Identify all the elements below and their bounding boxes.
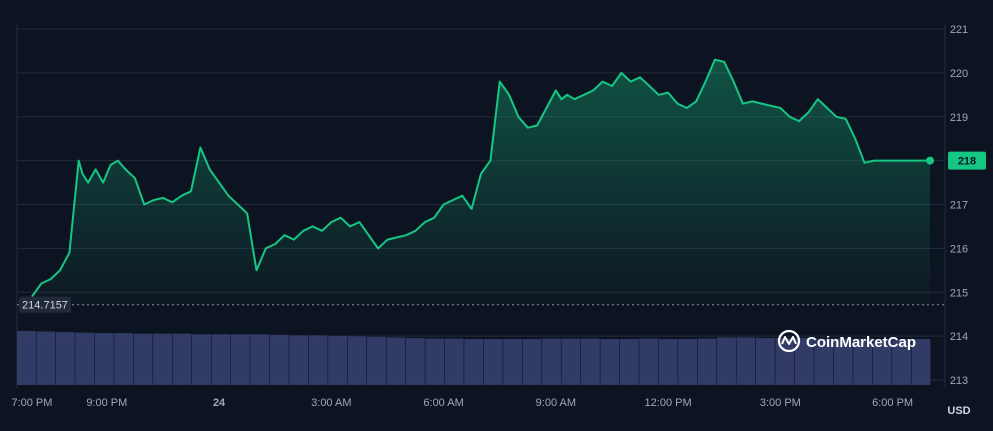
- volume-bar: [833, 338, 853, 385]
- volume-bar: [75, 332, 95, 385]
- volume-bar: [114, 333, 134, 385]
- volume-bar: [133, 333, 153, 385]
- volume-bar: [250, 334, 270, 385]
- y-tick-label: 213: [950, 375, 968, 387]
- volume-bar: [211, 334, 231, 385]
- volume-bar: [892, 339, 911, 385]
- coinmarketcap-logo-icon: [777, 329, 801, 353]
- price-area-group: [31, 58, 930, 305]
- y-axis: 213214215216217218219220221: [950, 24, 968, 387]
- volume-bar: [464, 339, 484, 385]
- volume-bar: [639, 338, 659, 385]
- brand-watermark: CoinMarketCap: [777, 329, 916, 353]
- volume-bar: [153, 333, 172, 385]
- price-area: [32, 59, 930, 305]
- x-tick-label: 12:00 PM: [645, 397, 692, 409]
- volume-bar: [17, 331, 36, 385]
- volume-bar: [678, 339, 698, 385]
- volume-bar: [872, 339, 892, 385]
- volume-bar: [503, 339, 523, 385]
- current-price-badge: 218: [948, 151, 986, 170]
- volume-bar: [619, 339, 639, 385]
- volume-bar: [230, 334, 250, 385]
- volume-bar: [289, 335, 309, 385]
- volume-bar: [794, 338, 814, 385]
- volume-bar: [736, 337, 756, 385]
- volume-bar: [94, 333, 114, 385]
- volume-bar: [483, 339, 503, 385]
- y-tick-label: 221: [950, 24, 968, 36]
- volume-bar: [775, 338, 795, 385]
- x-tick-label: 3:00 PM: [760, 397, 801, 409]
- volume-bar: [347, 336, 367, 385]
- y-tick-label: 215: [950, 287, 968, 299]
- volume-bar: [697, 338, 717, 385]
- volume-bar: [814, 338, 834, 385]
- volume-bar: [386, 337, 406, 385]
- volume-bar: [717, 337, 736, 385]
- currency-unit-label: USD: [947, 405, 970, 417]
- volume-bar: [405, 338, 425, 385]
- volume-bar: [308, 335, 328, 385]
- x-tick-label: 9:00 PM: [86, 397, 127, 409]
- volume-bar: [755, 338, 775, 385]
- x-axis: 7:00 PM 9:00 PM 24 3:00 AM 6:00 AM 9:00 AM 12:…: [11, 397, 913, 409]
- y-tick-label: 216: [950, 243, 968, 255]
- volume-bar: [36, 331, 56, 385]
- svg-text:218: 218: [958, 156, 976, 168]
- volume-bar: [328, 335, 347, 385]
- price-line: [31, 58, 930, 298]
- volume-bar: [542, 338, 561, 385]
- volume-bar: [425, 338, 445, 385]
- y-tick-label: 220: [950, 68, 968, 80]
- volume-bar: [444, 338, 464, 385]
- volume-bar: [172, 333, 192, 385]
- x-tick-label: 6:00 AM: [423, 397, 463, 409]
- x-tick-label: 24: [213, 397, 226, 409]
- x-tick-label: 6:00 PM: [872, 397, 913, 409]
- volume-bar: [911, 339, 931, 385]
- volume-bar: [658, 339, 678, 385]
- y-tick-label: 214: [950, 331, 968, 343]
- brand-name: CoinMarketCap: [806, 334, 916, 351]
- svg-text:214.7157: 214.7157: [22, 300, 68, 312]
- volume-bar: [192, 334, 211, 385]
- y-tick-label: 219: [950, 112, 968, 124]
- y-tick-label: 217: [950, 200, 968, 212]
- volume-bar: [55, 332, 75, 385]
- volume-bar: [600, 339, 620, 385]
- volume-bar: [853, 338, 873, 385]
- volume-bar: [367, 336, 386, 385]
- volume-bar: [580, 338, 600, 385]
- last-price-dot: [926, 156, 934, 165]
- volume-bar: [522, 339, 542, 385]
- open-price-badge: 214.7157: [19, 296, 71, 313]
- x-tick-label: 3:00 AM: [311, 397, 351, 409]
- volume-bar: [269, 334, 289, 385]
- volume-bar: [561, 338, 581, 385]
- x-tick-label: 7:00 PM: [11, 397, 52, 409]
- volume-bars: [17, 331, 931, 385]
- x-tick-label: 9:00 AM: [536, 397, 576, 409]
